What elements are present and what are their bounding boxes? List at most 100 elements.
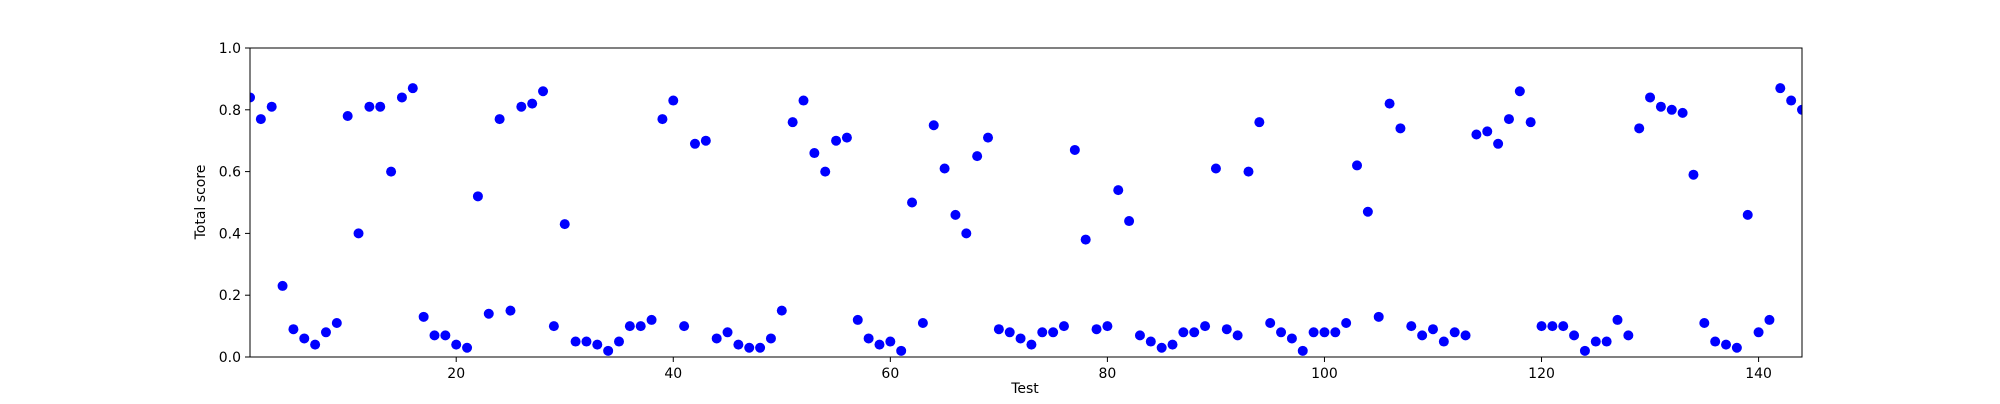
data-point: [1427, 324, 1438, 335]
data-point: [1124, 216, 1135, 227]
data-point: [939, 163, 950, 174]
y-tick-label: 0.4: [219, 226, 241, 242]
data-point: [288, 324, 299, 335]
data-point: [1254, 117, 1265, 128]
data-point: [1058, 321, 1069, 332]
data-point: [266, 101, 277, 112]
data-point: [1493, 138, 1504, 149]
data-point: [907, 197, 918, 208]
data-point: [787, 117, 798, 128]
data-point: [1742, 209, 1753, 220]
data-point: [776, 305, 787, 316]
data-point: [1308, 327, 1319, 338]
data-point: [624, 321, 635, 332]
x-tick-label: 100: [1311, 366, 1338, 382]
data-point: [1297, 345, 1308, 356]
x-tick-label: 60: [881, 366, 899, 382]
data-point: [472, 191, 483, 202]
x-tick-label: 80: [1098, 366, 1116, 382]
data-point: [896, 345, 907, 356]
data-point: [451, 339, 462, 350]
data-point: [1482, 126, 1493, 137]
data-point: [1037, 327, 1048, 338]
data-point: [1449, 327, 1460, 338]
data-point: [505, 305, 516, 316]
data-point: [364, 101, 375, 112]
data-point: [961, 228, 972, 239]
data-point: [1623, 330, 1634, 341]
data-point: [1352, 160, 1363, 171]
x-tick-label: 140: [1745, 366, 1772, 382]
data-point: [1102, 321, 1113, 332]
data-point: [1156, 342, 1167, 353]
x-tick-label: 120: [1528, 366, 1555, 382]
data-point: [1145, 336, 1156, 347]
data-point: [874, 339, 885, 350]
data-point: [1406, 321, 1417, 332]
data-point: [1569, 330, 1580, 341]
data-point: [494, 114, 505, 125]
data-point: [1341, 318, 1352, 329]
data-point: [657, 114, 668, 125]
data-point: [1080, 234, 1091, 245]
data-point: [1438, 336, 1449, 347]
data-point: [744, 342, 755, 353]
data-point: [1753, 327, 1764, 338]
data-point: [1775, 83, 1786, 94]
data-point: [407, 83, 418, 94]
data-point: [1373, 311, 1384, 322]
y-tick-label: 0.2: [219, 288, 241, 304]
data-point: [429, 330, 440, 341]
data-point: [516, 101, 527, 112]
data-point: [1232, 330, 1243, 341]
data-point: [646, 314, 657, 325]
data-point: [462, 342, 473, 353]
y-tick-label: 0.8: [219, 103, 241, 119]
data-point: [1645, 92, 1656, 103]
data-point: [679, 321, 690, 332]
data-point: [972, 151, 983, 162]
data-point: [1547, 321, 1558, 332]
data-point: [1091, 324, 1102, 335]
data-point: [1688, 169, 1699, 180]
data-point: [885, 336, 896, 347]
data-point: [1786, 95, 1797, 106]
data-point: [1319, 327, 1330, 338]
data-point: [700, 135, 711, 146]
data-point: [1731, 342, 1742, 353]
data-point: [1699, 318, 1710, 329]
data-point: [440, 330, 451, 341]
data-point: [1134, 330, 1145, 341]
data-point: [1590, 336, 1601, 347]
data-point: [1666, 104, 1677, 115]
data-point: [538, 86, 549, 97]
data-point: [386, 166, 397, 177]
x-tick-label: 20: [447, 366, 465, 382]
data-point: [418, 311, 429, 322]
data-point: [852, 314, 863, 325]
data-point: [1113, 185, 1124, 196]
data-point: [1362, 206, 1373, 217]
data-point: [310, 339, 321, 350]
y-tick-label: 0.0: [219, 350, 241, 366]
data-point: [820, 166, 831, 177]
data-point: [1286, 333, 1297, 344]
data-point: [1710, 336, 1721, 347]
data-point: [559, 219, 570, 230]
data-point: [1395, 123, 1406, 134]
data-point: [1634, 123, 1645, 134]
data-point: [1677, 107, 1688, 118]
data-point: [1525, 117, 1536, 128]
data-point: [255, 114, 266, 125]
data-point: [614, 336, 625, 347]
data-point: [711, 333, 722, 344]
x-tick-label: 40: [664, 366, 682, 382]
data-point: [1210, 163, 1221, 174]
data-point: [250, 92, 255, 103]
data-point: [1243, 166, 1254, 177]
data-point: [1764, 314, 1775, 325]
data-point: [1558, 321, 1569, 332]
data-point: [1579, 345, 1590, 356]
data-point: [755, 342, 766, 353]
